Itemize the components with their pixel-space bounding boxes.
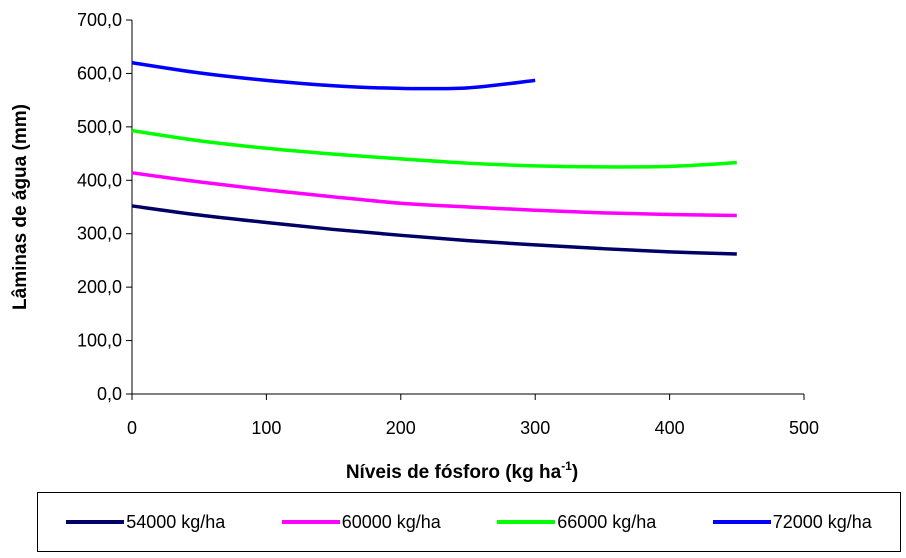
x-axis-title: Níveis de fósforo (kg ha-1) (346, 459, 578, 483)
legend-label: 72000 kg/ha (772, 511, 872, 532)
legend-item-2: 60000 kg/ha (281, 511, 441, 533)
y-axis-ticks: 0,0 100,0 200,0 300,0 400,0 500,0 600,0 700,0 (77, 10, 132, 404)
y-tick-label: 300,0 (77, 224, 122, 244)
chart-legend: 54000 kg/ha 60000 kg/ha 66000 kg/ha 72000 k… (37, 492, 901, 552)
legend-swatch (281, 520, 340, 524)
plot-area: 0,0 100,0 200,0 300,0 400,0 500,0 600,0 700,0 0… (77, 10, 819, 438)
y-tick-label: 200,0 (77, 277, 122, 297)
x-tick-label: 400 (655, 418, 685, 438)
series-lines (131, 61, 737, 256)
series-line-4 (131, 61, 536, 91)
legend-swatch (712, 520, 771, 524)
y-tick-label: 400,0 (77, 170, 122, 190)
series-line-1 (131, 204, 737, 256)
x-axis-ticks: 0 100 200 300 400 500 (127, 394, 819, 438)
x-tick-label: 300 (520, 418, 550, 438)
legend-item-4: 72000 kg/ha (712, 511, 872, 533)
y-tick-label: 500,0 (77, 117, 122, 137)
x-tick-label: 200 (386, 418, 416, 438)
legend-item-3: 66000 kg/ha (497, 512, 656, 533)
legend-label: 66000 kg/ha (557, 511, 657, 532)
y-tick-label: 0,0 (97, 384, 122, 404)
x-axis-title-main: Níveis de fósforo (kg ha (346, 462, 562, 483)
legend-item-1: 54000 kg/ha (66, 512, 225, 533)
series-line-2 (131, 171, 737, 218)
legend-swatch (497, 520, 556, 524)
y-tick-label: 600,0 (77, 63, 122, 83)
x-axis-title-suffix: ) (572, 462, 578, 483)
legend-label: 54000 kg/ha (126, 511, 226, 532)
x-tick-label: 100 (251, 418, 281, 438)
x-tick-label: 0 (127, 418, 137, 438)
y-tick-label: 100,0 (77, 331, 122, 351)
series-line-3 (131, 128, 737, 169)
y-axis-title: Lâminas de água (mm) (10, 104, 31, 310)
x-axis-title-superscript: -1 (561, 459, 572, 473)
y-tick-label: 700,0 (77, 10, 122, 30)
legend-label: 60000 kg/ha (341, 511, 441, 532)
line-chart: 0,0 100,0 200,0 300,0 400,0 500,0 600,0 700,0 0… (10, 10, 819, 483)
x-tick-label: 500 (789, 418, 819, 438)
legend-swatch (66, 520, 125, 524)
